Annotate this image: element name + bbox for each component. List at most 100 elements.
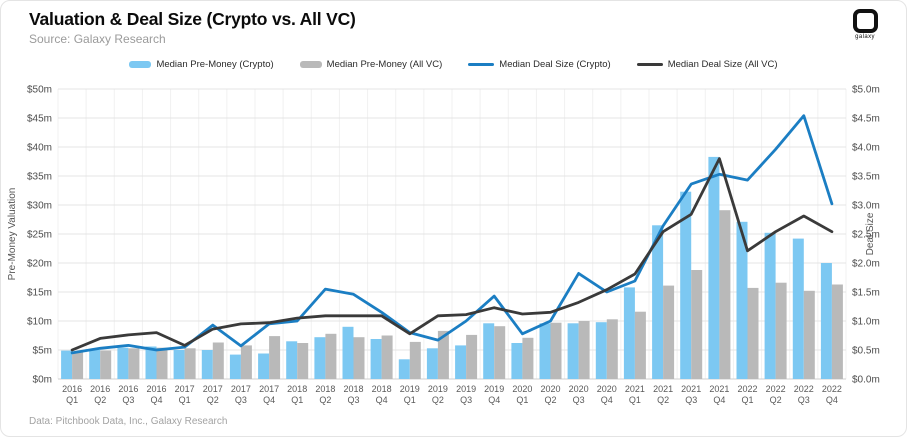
left-axis-tick-label: $50m (27, 85, 52, 96)
bar-median-pre-money-all-vc (72, 351, 84, 379)
bar-median-pre-money-all-vc (128, 348, 140, 379)
combo-chart: $0m $0.0m $5m $0.5m $10m $1.0m $15m $1.5m $20m $2… (7, 85, 880, 406)
bar-median-pre-money-all-vc (719, 210, 731, 379)
bar-median-pre-money-all-vc (775, 282, 787, 379)
bar-median-pre-money-all-vc (494, 326, 506, 379)
chart-legend: Median Pre-Money (Crypto) Median Pre-Mon… (1, 59, 906, 70)
left-axis-tick-label: $40m (27, 143, 52, 154)
right-axis-tick-label: $5.0m (852, 85, 880, 96)
x-axis-tick-label: 2018 Q3 (343, 384, 363, 405)
bar-median-pre-money-crypto (173, 350, 185, 379)
bar-median-pre-money-all-vc (381, 335, 393, 379)
bar-median-pre-money-all-vc (212, 342, 224, 379)
bar-median-pre-money-crypto (652, 225, 664, 379)
x-axis-tick-label: 2017 Q3 (231, 384, 251, 405)
bar-median-pre-money-all-vc (184, 348, 196, 379)
right-axis-tick-label: $4.0m (852, 143, 880, 154)
bar-median-pre-money-crypto (426, 348, 438, 379)
horizontal-gridlines: $0m $0.0m $5m $0.5m $10m $1.0m $15m $1.5m $20m $2… (27, 85, 880, 386)
x-axis-tick-label: 2019 Q2 (428, 384, 448, 405)
bar-median-pre-money-crypto (511, 343, 523, 379)
x-axis-tick-label: 2021 Q4 (709, 384, 729, 405)
bar-median-pre-money-all-vc (240, 345, 252, 379)
x-axis-tick-label: 2022 Q2 (766, 384, 786, 405)
x-axis-tick-label: 2020 Q4 (597, 384, 617, 405)
bar-median-pre-money-all-vc (353, 337, 365, 379)
x-axis-tick-label: 2017 Q1 (175, 384, 195, 405)
left-axis-title: Pre-Money Valuation (7, 188, 18, 281)
x-axis-tick-label: 2021 Q2 (653, 384, 673, 405)
right-axis-tick-label: $4.5m (852, 114, 880, 125)
lines (70, 114, 834, 355)
legend-label: Median Pre-Money (Crypto) (156, 59, 274, 70)
bar-median-pre-money-all-vc (100, 350, 112, 379)
bar-median-pre-money-crypto (370, 339, 382, 379)
x-axis-tick-label: 2022 Q3 (794, 384, 814, 405)
right-axis-tick-label: $3.0m (852, 201, 880, 212)
right-axis-tick-label: $1.5m (852, 288, 880, 299)
bar-median-pre-money-all-vc (466, 334, 478, 379)
bar-median-pre-money-crypto (820, 263, 832, 379)
bar-swatch-icon (129, 61, 152, 68)
galaxy-logo: galaxy (850, 9, 880, 40)
left-axis-tick-label: $25m (27, 230, 52, 241)
x-axis-tick-label: 2022 Q4 (822, 384, 842, 405)
bar-median-pre-money-crypto (89, 350, 101, 379)
right-axis-title: Deal Size (865, 212, 876, 255)
left-axis-tick-label: $35m (27, 172, 52, 183)
legend-label: Median Deal Size (Crypto) (499, 59, 611, 70)
bar-median-pre-money-crypto (314, 337, 326, 379)
legend-item-dealsize-allvc: Median Deal Size (All VC) (636, 59, 778, 70)
x-axis-tick-label: 2018 Q1 (287, 384, 307, 405)
bar-median-pre-money-all-vc (325, 333, 337, 379)
bar-median-pre-money-all-vc (606, 319, 618, 379)
bar-median-pre-money-all-vc (634, 311, 646, 379)
bar-median-pre-money-crypto (483, 323, 495, 379)
bar-median-pre-money-all-vc (437, 330, 449, 379)
line-swatch-icon (468, 63, 495, 66)
bar-median-pre-money-crypto (708, 156, 720, 379)
bar-median-pre-money-crypto (117, 347, 129, 379)
bar-median-pre-money-crypto (567, 323, 579, 379)
x-axis-tick-label: 2016 Q4 (146, 384, 166, 405)
bar-median-pre-money-crypto (398, 359, 410, 379)
bar-median-pre-money-all-vc (269, 336, 281, 379)
right-axis-tick-label: $0.0m (852, 375, 880, 386)
galaxy-logo-text: galaxy (855, 34, 875, 40)
x-axis-tick-label: 2019 Q4 (484, 384, 504, 405)
x-axis-tick-label: 2018 Q2 (315, 384, 335, 405)
bar-median-pre-money-crypto (595, 322, 607, 379)
bar-median-pre-money-all-vc (663, 285, 675, 379)
bar-median-pre-money-all-vc (831, 284, 843, 379)
bar-median-pre-money-all-vc (747, 287, 759, 379)
x-axis-tick-label: 2017 Q4 (259, 384, 279, 405)
page-title: Valuation & Deal Size (Crypto vs. All VC… (29, 9, 356, 29)
left-axis-tick-label: $0m (33, 375, 52, 386)
legend-label: Median Pre-Money (All VC) (326, 59, 443, 70)
x-axis-tick-label: 2016 Q3 (118, 384, 138, 405)
left-axis-tick-label: $15m (27, 288, 52, 299)
x-axis-tick-label: 2016 Q2 (90, 384, 110, 405)
bar-median-pre-money-all-vc (691, 270, 703, 379)
x-axis-tick-label: 2020 Q3 (569, 384, 589, 405)
data-attribution: Data: Pitchbook Data, Inc., Galaxy Resea… (29, 416, 228, 427)
bar-median-pre-money-crypto (539, 323, 551, 379)
bar-median-pre-money-crypto (680, 191, 692, 379)
bar-median-pre-money-all-vc (297, 343, 309, 379)
x-axis-tick-label: 2017 Q2 (203, 384, 223, 405)
right-axis-tick-label: $3.5m (852, 172, 880, 183)
bar-median-pre-money-crypto (286, 341, 298, 379)
left-axis-tick-label: $45m (27, 114, 52, 125)
left-axis-tick-label: $5m (33, 346, 52, 357)
line-swatch-icon (636, 63, 663, 66)
legend-item-premoney-allvc: Median Pre-Money (All VC) (299, 59, 443, 70)
bar-median-pre-money-crypto (764, 232, 776, 379)
left-axis-tick-label: $30m (27, 201, 52, 212)
bar-median-pre-money-crypto (258, 353, 270, 379)
right-axis-tick-label: $2.0m (852, 259, 880, 270)
source-subtitle: Source: Galaxy Research (29, 32, 166, 46)
bar-median-pre-money-crypto (145, 346, 157, 379)
bar-median-pre-money-all-vc (409, 341, 421, 379)
bar-median-pre-money-crypto (623, 287, 635, 379)
